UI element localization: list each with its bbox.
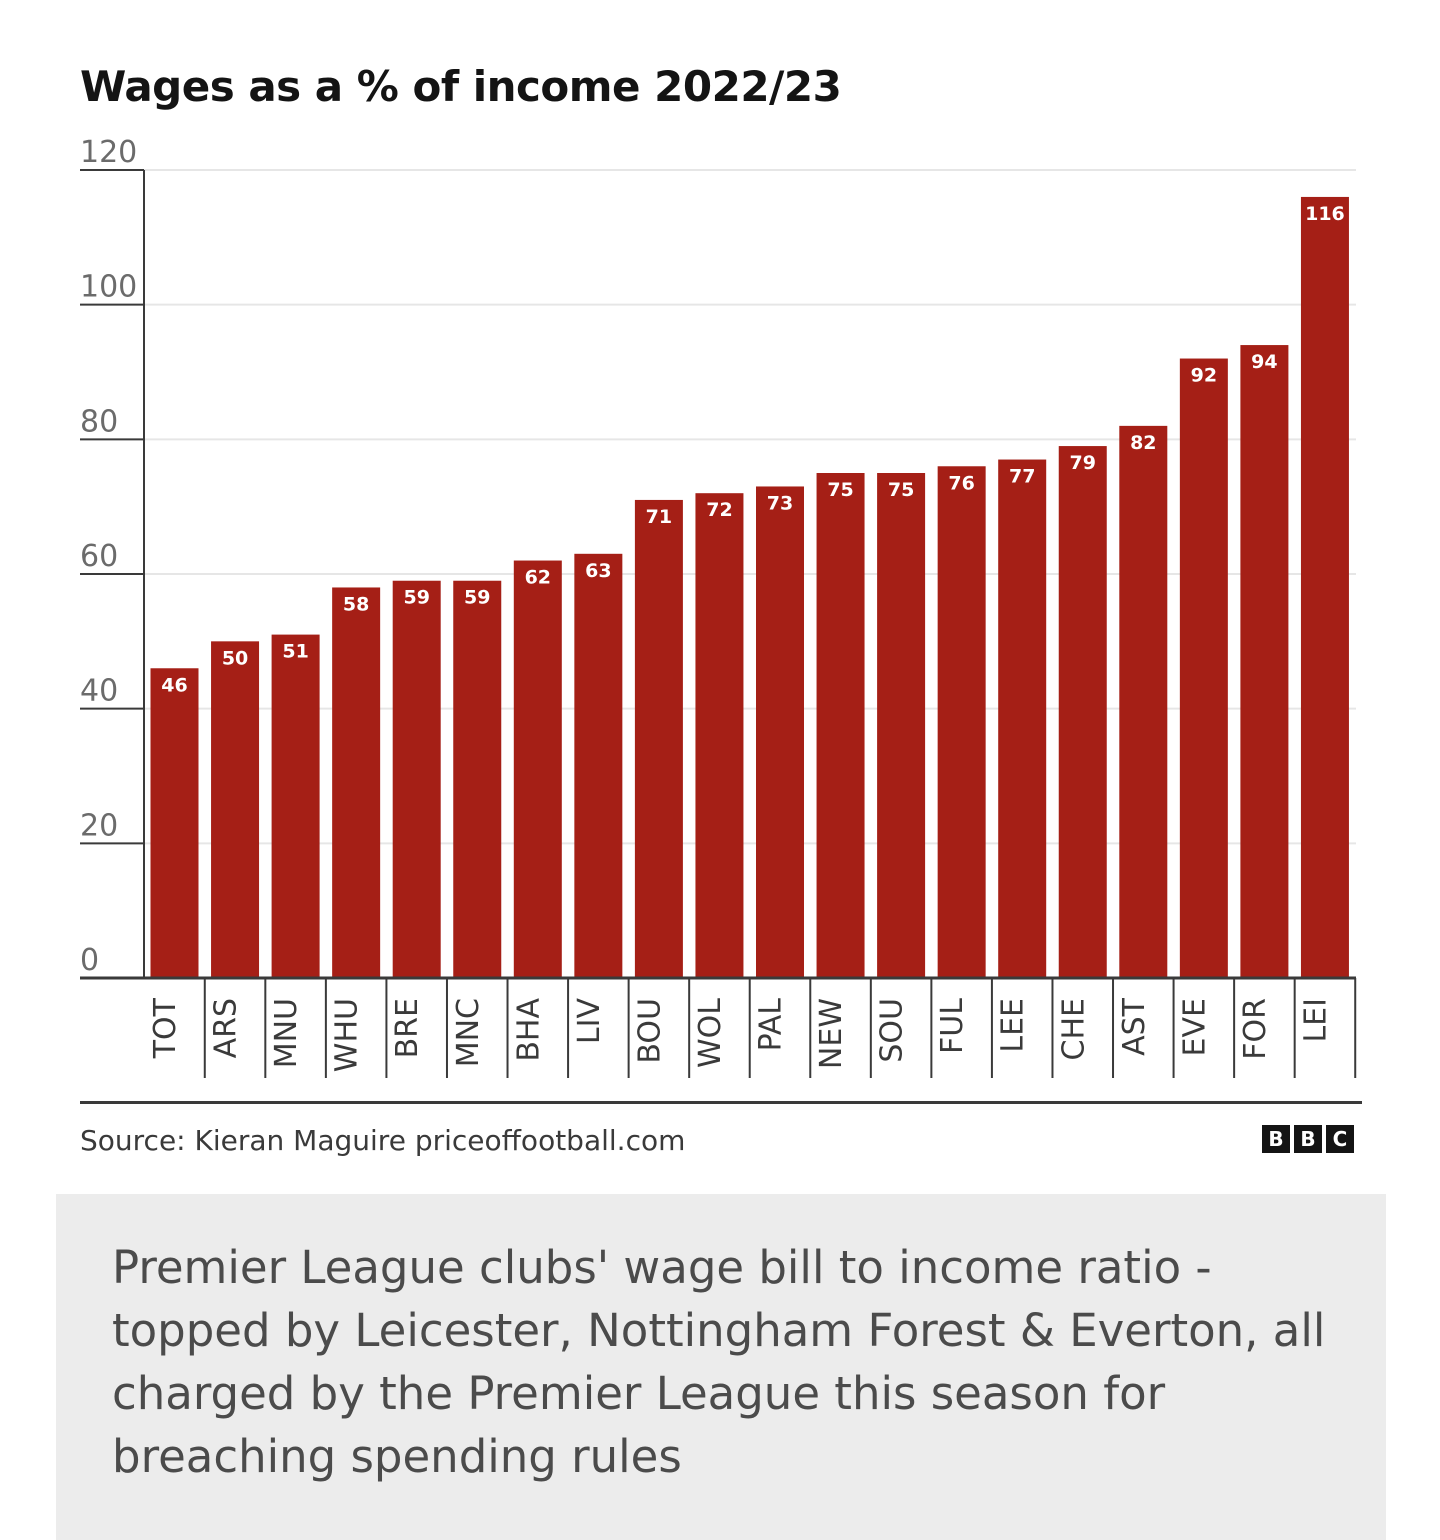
bar-mnu — [271, 634, 320, 978]
bar-sou — [877, 473, 926, 978]
data-label: 94 — [1251, 351, 1277, 373]
y-tick-label: 80 — [80, 404, 118, 439]
x-tick-label: BRE — [390, 998, 425, 1058]
y-tick-label: 0 — [80, 943, 99, 978]
x-tick-label: FUL — [935, 998, 970, 1054]
y-tick-label: 60 — [80, 539, 118, 574]
bar-mnc — [453, 580, 502, 978]
x-tick-label: AST — [1117, 997, 1152, 1056]
x-tick-label: TOT — [148, 997, 183, 1059]
data-label: 82 — [1130, 432, 1156, 454]
bbc-logo-letter-1: B — [1262, 1125, 1290, 1153]
data-label: 63 — [585, 560, 611, 582]
x-tick-label: MNU — [269, 998, 304, 1068]
bar-tot — [150, 668, 199, 978]
bar-ars — [211, 641, 260, 978]
bar-bha — [513, 560, 562, 978]
bar-ful — [937, 466, 986, 978]
data-label: 59 — [464, 587, 490, 609]
data-label: 75 — [888, 479, 914, 501]
bar-wol — [695, 493, 744, 978]
data-label: 46 — [161, 674, 187, 696]
data-label: 116 — [1305, 203, 1345, 225]
bar-lei — [1300, 196, 1349, 978]
x-tick-label: BOU — [632, 998, 667, 1064]
bar-for — [1240, 345, 1289, 978]
bar-whu — [332, 587, 381, 978]
bar-chart: 0 20 40 60 80 100 120 46 50 51 58 59 59 62 63 71 72 73 75 7… — [80, 135, 1357, 1078]
y-tick-label: 120 — [80, 135, 137, 170]
data-label: 59 — [403, 587, 429, 609]
y-tick-label: 20 — [80, 808, 118, 843]
bar-bre — [392, 580, 441, 978]
bbc-logo: B B C — [1262, 1125, 1354, 1153]
bbc-logo-letter-2: B — [1294, 1125, 1322, 1153]
y-tick-label: 100 — [80, 270, 137, 305]
data-label: 62 — [525, 567, 551, 589]
x-tick-label: LEI — [1298, 998, 1333, 1043]
bar-eve — [1179, 358, 1228, 978]
data-label: 75 — [827, 479, 853, 501]
data-label: 58 — [343, 593, 369, 615]
x-tick-label: WOL — [693, 998, 728, 1068]
source-text: Source: Kieran Maguire priceoffootball.c… — [80, 1124, 686, 1157]
x-tick-label: SOU — [875, 998, 910, 1063]
data-label: 92 — [1191, 365, 1217, 387]
data-label: 50 — [222, 647, 248, 669]
x-tick-label: LEE — [996, 998, 1031, 1053]
x-tick-label: MNC — [451, 998, 486, 1067]
data-label: 79 — [1070, 452, 1096, 474]
bar-che — [1058, 446, 1107, 979]
bar-pal — [756, 486, 804, 978]
x-tick-label: LIV — [572, 998, 607, 1045]
bar-new — [816, 473, 865, 978]
chart-title: Wages as a % of income 2022/23 — [80, 62, 842, 111]
x-tick-label: PAL — [754, 998, 789, 1052]
bar-bou — [634, 499, 683, 978]
caption-text: Premier League clubs' wage bill to incom… — [112, 1241, 1326, 1483]
bbc-logo-letter-3: C — [1326, 1125, 1354, 1153]
data-label: 51 — [282, 641, 308, 663]
x-tick-label: CHE — [1056, 998, 1091, 1060]
caption-box: Premier League clubs' wage bill to incom… — [56, 1194, 1386, 1540]
x-tick-label: EVE — [1177, 998, 1212, 1056]
x-tick-label: WHU — [330, 998, 365, 1072]
bar-liv — [574, 553, 623, 978]
x-tick-label: FOR — [1238, 998, 1273, 1060]
source-divider — [80, 1101, 1362, 1104]
data-label: 76 — [948, 472, 974, 494]
bar-lee — [998, 459, 1047, 978]
bar-ast — [1119, 425, 1168, 978]
x-tick-label: NEW — [814, 998, 849, 1069]
data-label: 72 — [706, 499, 732, 521]
data-label: 77 — [1009, 466, 1035, 488]
y-tick-label: 40 — [80, 674, 118, 709]
data-label: 71 — [646, 506, 672, 528]
data-label: 73 — [767, 492, 793, 514]
x-tick-label: ARS — [209, 998, 244, 1058]
x-tick-label: BHA — [511, 998, 546, 1062]
